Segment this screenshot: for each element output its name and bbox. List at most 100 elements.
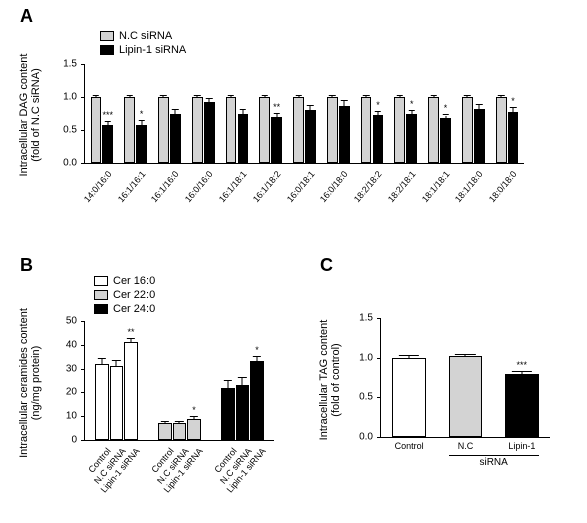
x-tick-label: 18:1/18:1 [419,169,451,204]
bar [158,97,169,163]
bar [428,97,439,163]
legend-label: N.C siRNA [119,30,172,42]
bar [394,97,405,163]
y-tick-label: 0.0 [345,432,373,443]
y-tick-label: 0.5 [345,392,373,403]
x-tick-label: 18:2/18:1 [386,169,418,204]
bar: * [440,118,451,163]
x-tick-label: 16:1/16:1 [116,169,148,204]
bar [339,106,350,163]
significance-marker: ** [128,327,135,337]
bar [259,97,270,163]
legend-swatch [94,290,108,300]
bar: * [250,361,264,440]
significance-marker: * [511,96,515,106]
bar: * [136,125,147,163]
significance-marker: *** [103,110,114,120]
legend-item: Lipin-1 siRNA [100,44,186,56]
legend-item: Cer 16:0 [94,275,155,287]
sirna-underline [449,455,539,456]
x-tick-label: 18:1/18:0 [453,169,485,204]
x-tick-label: 14:0/16:0 [82,169,114,204]
bar: * [373,115,384,163]
x-tick-label: 16:0/18:0 [318,169,350,204]
chart-b-plot: 01020304050ControlN.C siRNA**Lipin-1 siR… [84,321,274,441]
bar [293,97,304,163]
bar: ** [124,342,138,440]
legend-label: Lipin-1 siRNA [119,44,186,56]
x-tick-label: 16:1/16:0 [149,169,181,204]
bar [110,366,124,440]
bar [392,358,426,437]
x-tick-label: 16:0/16:0 [183,169,215,204]
legend-swatch [100,45,114,55]
bar [462,97,473,163]
legend-item: Cer 24:0 [94,303,155,315]
bar [361,97,372,163]
bar [192,97,203,163]
legend-item: N.C siRNA [100,30,186,42]
legend-label: Cer 22:0 [113,289,155,301]
chart-b: Cer 16:0 Cer 22:0 Cer 24:0 Intracellular… [40,275,290,515]
bar [91,97,102,163]
chart-c-plot: 0.00.51.01.5ControlN.C***Lipin-1siRNA [380,318,550,438]
bar [124,97,135,163]
significance-marker: * [444,103,448,113]
significance-marker: * [410,99,414,109]
chart-b-legend: Cer 16:0 Cer 22:0 Cer 24:0 [94,275,155,317]
x-tick-label: 16:0/18:1 [284,169,316,204]
bar [95,364,109,440]
y-tick-label: 1.5 [345,313,373,324]
chart-c-ylabel: Intracellular TAG content (fold of contr… [318,320,342,441]
sirna-sublabel: siRNA [479,457,507,468]
x-tick-label: Control [395,441,424,451]
bar [173,423,187,440]
x-tick-label: Lipin-1 [508,441,535,451]
x-tick-label: N.C [458,441,474,451]
bar [496,97,507,163]
bar: * [406,114,417,163]
x-tick-label: 16:1/18:1 [217,169,249,204]
panel-a-label: A [20,6,33,27]
bar [221,388,235,440]
significance-marker: *** [517,360,528,370]
y-tick-label: 40 [49,339,77,350]
y-tick-label: 1.0 [345,352,373,363]
y-tick-label: 0.5 [49,125,77,136]
y-tick-label: 0.0 [49,158,77,169]
legend-label: Cer 24:0 [113,303,155,315]
bar [236,385,250,440]
bar [170,114,181,164]
x-tick-label: 18:2/18:2 [352,169,384,204]
legend-item: Cer 22:0 [94,289,155,301]
significance-marker: * [255,345,259,355]
bar [474,109,485,163]
panel-c-label: C [320,255,333,276]
chart-a: N.C siRNA Lipin-1 siRNA Intracellular DA… [40,30,540,230]
significance-marker: * [192,405,196,415]
x-tick-label: 18:0/18:0 [487,169,519,204]
significance-marker: * [140,109,144,119]
bar [327,97,338,163]
legend-label: Cer 16:0 [113,275,155,287]
bar: * [187,419,201,440]
y-tick-label: 50 [49,316,77,327]
chart-b-ylabel: Intracellular ceramides content (ng/mg p… [18,308,42,458]
panel-b-label: B [20,255,33,276]
y-tick-label: 1.5 [49,59,77,70]
y-tick-label: 20 [49,387,77,398]
significance-marker: * [376,100,380,110]
x-tick-label: 16:1/18:2 [251,169,283,204]
chart-a-ylabel: Intracellular DAG content (fold of N.C s… [18,54,42,177]
legend-swatch [94,304,108,314]
bar [238,114,249,164]
legend-swatch [94,276,108,286]
bar [305,110,316,163]
chart-a-plot: 0.00.51.01.5***14:0/16:0*16:1/16:116:1/1… [84,64,524,164]
bar [204,102,215,163]
bar: *** [505,374,539,437]
bar: * [508,112,519,163]
y-tick-label: 1.0 [49,92,77,103]
y-tick-label: 0 [49,435,77,446]
bar [449,356,483,437]
